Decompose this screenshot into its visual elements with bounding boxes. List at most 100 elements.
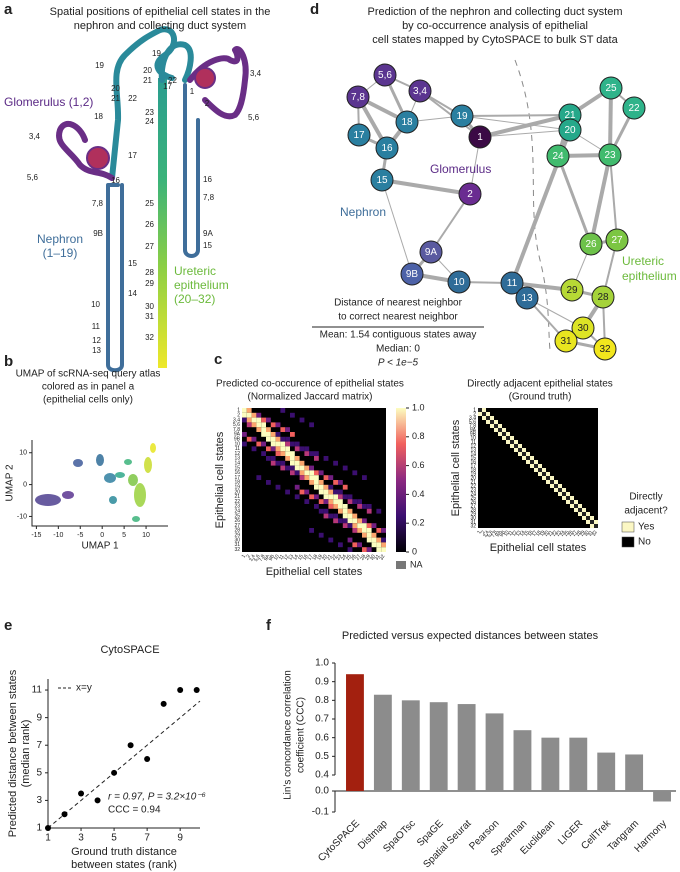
node-label: 28 (597, 292, 609, 303)
heatmap-cell (285, 441, 290, 447)
network-node (408, 79, 432, 103)
heatmap-cell (266, 432, 271, 437)
state-label: 28 (575, 529, 583, 537)
state-label: 2 (245, 553, 252, 559)
heatmap-cell (381, 537, 386, 543)
node-label: 2 (467, 189, 473, 200)
heatmap-cell (338, 542, 343, 548)
node-label: 20 (564, 125, 576, 136)
heatmap-cell (256, 412, 262, 418)
state-label: 31 (374, 553, 382, 561)
heatmap-cell (582, 516, 586, 520)
heatmap-cell (522, 456, 526, 460)
heatmap-cell (582, 512, 586, 516)
heatmap-cell (510, 440, 514, 444)
heatmap-cell (299, 465, 305, 471)
state-label: 21 (234, 494, 240, 500)
state-label: 1 (241, 553, 248, 559)
heatmap-cell (285, 436, 290, 442)
heatmap-cell (261, 422, 266, 428)
state-label: 3,4 (248, 553, 257, 562)
heatmap-cell (280, 465, 286, 471)
heatmap-cell (342, 513, 348, 519)
network-node (560, 278, 584, 302)
heatmap-cell (285, 427, 290, 432)
heatmap-cell (323, 494, 329, 500)
panel-title: cell states mapped by CytoSPACE to bulk … (372, 34, 618, 46)
cell-cluster (144, 457, 152, 473)
state-label: 26 (350, 553, 358, 561)
region-label: Ureteric (174, 264, 216, 278)
heatmap-cell (275, 484, 281, 490)
stats-text: Median: 0 (376, 344, 420, 355)
state-label: 17 (307, 553, 315, 561)
heatmap-cell (299, 475, 305, 480)
heatmap-cell (314, 475, 319, 480)
heatmap-cell (347, 518, 353, 524)
state-label: 20 (470, 475, 476, 481)
heatmap-cell (342, 508, 348, 514)
heatmap-cell (342, 494, 348, 500)
state-label: 24 (470, 491, 476, 497)
panel-title: (Ground truth) (509, 392, 572, 403)
y-tick-label: 7 (36, 740, 42, 751)
heatmap-cell (371, 542, 377, 548)
state-label: 14 (470, 451, 476, 457)
state-label: 31 (587, 529, 595, 537)
heatmap-cell (562, 492, 566, 496)
heatmap-cell (362, 547, 367, 552)
state-label: 25 (234, 513, 240, 519)
heatmap-cell (590, 520, 594, 524)
network-edge (589, 154, 612, 245)
heatmap-cell (570, 504, 574, 508)
y-tick-label: 5 (36, 767, 42, 778)
heatmap-cell (494, 420, 498, 424)
heatmap-cell (275, 451, 281, 456)
y-tick-label: 0.8 (315, 695, 329, 706)
heatmap-cell (251, 417, 257, 423)
heatmap-cell (357, 528, 362, 533)
heatmap-cell (246, 436, 252, 442)
state-label: 7,8 (233, 427, 240, 433)
heatmap-cell (376, 537, 382, 543)
node-label: 26 (585, 239, 597, 250)
legend-swatch (621, 536, 635, 548)
state-label: 30 (369, 553, 377, 561)
panel-title: nephron and collecting duct system (74, 20, 246, 32)
state-label: 9A (203, 229, 213, 238)
heatmap-cell (299, 460, 305, 466)
y-tick-label: 0.6 (315, 732, 329, 743)
network-node (346, 85, 370, 109)
heatmap-cell (246, 422, 252, 428)
panel-letter: b (4, 353, 13, 370)
state-label: 15 (523, 529, 531, 537)
heatmap-cell (280, 436, 286, 442)
heatmap-cell (550, 484, 554, 488)
heatmap-cell (256, 475, 262, 480)
state-label: 11 (507, 529, 515, 537)
state-label: 25 (145, 199, 154, 208)
heatmap-cell (270, 441, 276, 447)
heatmap-cell (285, 465, 290, 471)
heatmap-cell (376, 542, 382, 548)
node-label: 22 (628, 103, 640, 114)
heatmap-cell (333, 480, 338, 485)
heatmap-cell (502, 436, 506, 440)
point (45, 825, 51, 831)
heatmap-cell (290, 465, 295, 471)
x-tick-label: -15 (31, 532, 41, 539)
legend-title: adjacent? (624, 506, 668, 517)
network-edge (461, 115, 571, 131)
y-axis-label: coefficient (CCC) (296, 697, 307, 773)
heatmap-cell (514, 444, 518, 448)
heatmap-cell (371, 537, 377, 543)
heatmap-cell (586, 520, 590, 524)
panel-title: by co-occurrence analysis of epithelial (402, 20, 588, 32)
state-label: 30 (145, 302, 154, 311)
state-label: 3,4 (469, 415, 476, 421)
heatmap-cell (328, 494, 334, 500)
state-label: 2 (237, 413, 240, 419)
heatmap-cell (318, 484, 324, 490)
heatmap-cell (251, 412, 257, 418)
heatmap-cell (534, 468, 538, 472)
